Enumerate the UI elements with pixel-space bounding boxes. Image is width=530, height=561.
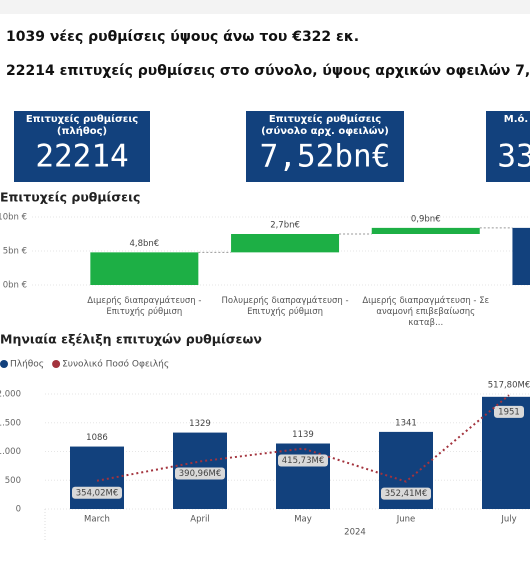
y-tick-label: 1.000 bbox=[0, 447, 21, 457]
data-label: 2,7bn€ bbox=[270, 221, 300, 231]
kpi-card bbox=[246, 111, 404, 182]
kpi-card bbox=[486, 111, 530, 182]
y-tick-label: 2.000 bbox=[0, 390, 21, 400]
kpi-label: Επιτυχείς ρυθμίσεις (πλήθος) bbox=[26, 113, 138, 137]
label-box bbox=[278, 454, 328, 467]
label-box bbox=[381, 487, 431, 500]
x-tick-label: April bbox=[190, 515, 209, 525]
headline: 1039 νέες ρυθμίσεις ύψους άνω του €322 ε… bbox=[6, 29, 359, 45]
y-tick-label: 5bn € bbox=[3, 247, 27, 257]
x-tick-label: Πολυμερής διαπραγμάτευση -Επιτυχής ρύθμι… bbox=[222, 296, 349, 317]
y-tick-label: 500 bbox=[5, 476, 21, 486]
kpi-label: Επιτυχείς ρυθμίσεις (σύνολο αρχ. οφειλών) bbox=[261, 113, 389, 137]
waterfall-bar bbox=[90, 252, 199, 285]
data-label: 1139 bbox=[292, 430, 314, 440]
x-tick-label: Διμερής διαπραγμάτευση - Σε αναμονή επιβε… bbox=[362, 296, 489, 328]
x-tick-label: Διμερής διαπραγμάτευση -Επιτυχής ρύθμιση bbox=[87, 296, 201, 317]
data-label: 0,9bn€ bbox=[411, 214, 441, 224]
chart-title: Επιτυχείς ρυθμίσεις bbox=[0, 190, 140, 205]
y-tick-label: 1.500 bbox=[0, 418, 21, 428]
kpi-label: Μ.ό. bbox=[504, 113, 528, 125]
kpi-value: 7,52bn€ bbox=[260, 139, 391, 175]
kpi-value: 22214 bbox=[35, 139, 128, 175]
data-label: 1329 bbox=[189, 419, 211, 429]
x-tick-label: June bbox=[396, 515, 416, 525]
kpi-card bbox=[14, 111, 150, 182]
top-bar bbox=[0, 0, 530, 14]
label-box bbox=[494, 405, 524, 418]
y-tick-label: 10bn € bbox=[0, 213, 27, 223]
y-tick-label: 0 bbox=[16, 505, 21, 515]
headline: 22214 επιτυχείς ρυθμίσεις στο σύνολο, ύψ… bbox=[6, 63, 530, 79]
kpi-value: 33 bbox=[497, 139, 530, 175]
x-tick-label: March bbox=[84, 515, 110, 525]
data-label: 4,8bn€ bbox=[129, 239, 159, 249]
y-tick-label: 0bn € bbox=[3, 281, 27, 291]
data-label: 517,80M€ bbox=[488, 381, 530, 391]
data-label: 415,73M€ bbox=[282, 456, 324, 466]
bar bbox=[70, 446, 124, 509]
line-series bbox=[96, 394, 510, 483]
data-label: 352,41M€ bbox=[385, 489, 427, 499]
label-box bbox=[175, 467, 225, 480]
data-label: 1086 bbox=[86, 433, 108, 443]
data-label: 1951 bbox=[498, 407, 520, 417]
waterfall-bar bbox=[231, 234, 340, 253]
x-tick-label: May bbox=[294, 515, 312, 525]
legend-marker bbox=[0, 360, 8, 368]
legend-label: Συνολικό Ποσό Οφειλής bbox=[62, 359, 169, 370]
data-label: 390,96M€ bbox=[179, 469, 221, 479]
x-group-label: 2024 bbox=[344, 528, 366, 538]
waterfall-bar bbox=[371, 227, 480, 234]
chart-title: Μηνιαία εξέλιξη επιτυχών ρυθμίσεων bbox=[0, 332, 262, 347]
legend-label: Πλήθος bbox=[10, 360, 44, 370]
data-label: 354,02M€ bbox=[76, 488, 118, 498]
legend-marker bbox=[52, 360, 61, 368]
x-tick-label: July bbox=[500, 515, 516, 525]
waterfall-bar bbox=[512, 227, 530, 285]
bar bbox=[276, 443, 330, 509]
data-label: 1341 bbox=[395, 418, 417, 428]
label-box bbox=[72, 486, 122, 499]
